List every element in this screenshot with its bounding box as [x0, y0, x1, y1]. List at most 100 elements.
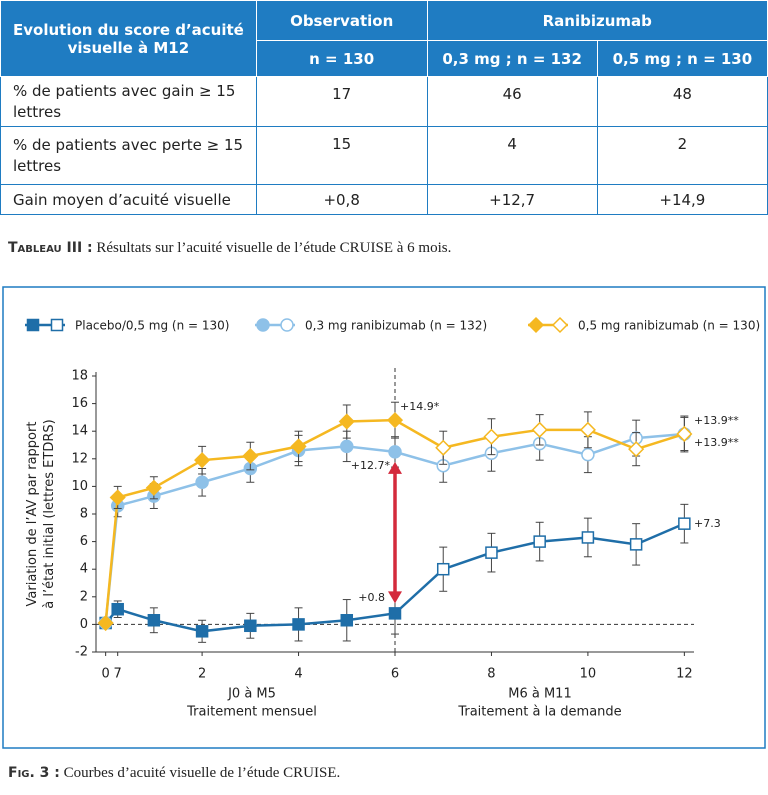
annotation: +12.7* [351, 459, 391, 472]
table-caption: Tableau III : Résultats sur l’acuité vis… [8, 240, 451, 257]
x-tick-label: 12 [676, 667, 693, 682]
caption-text: Résultats sur l’acuité visuelle de l’étu… [96, 240, 452, 256]
x-group-label: Traitement mensuel [186, 705, 317, 720]
legend-label: Placebo/0,5 mg (n = 130) [75, 319, 229, 333]
marker [531, 421, 548, 438]
marker [581, 447, 595, 462]
marker [551, 316, 569, 334]
marker [194, 452, 211, 469]
marker [195, 625, 209, 638]
cell: 4 [426, 126, 598, 185]
y-axis-label: Variation de l’AV par rapport à l’état in… [25, 419, 57, 608]
results-table: Evolution du score d’acuité visuelle à M… [0, 0, 768, 215]
marker [290, 438, 307, 455]
y-tick-label: 2 [80, 589, 88, 604]
series-line [104, 432, 685, 624]
marker [26, 318, 40, 332]
marker [386, 412, 404, 429]
marker [676, 425, 693, 443]
x-tick-label: 4 [294, 667, 302, 682]
marker [50, 318, 64, 332]
marker [244, 619, 257, 633]
y-tick-label: 4 [80, 562, 88, 577]
annotation: +14.9* [400, 400, 440, 413]
cell: +12,7 [426, 184, 598, 215]
marker [436, 562, 450, 576]
y-axis-label-line: Variation de l’AV par rapport [25, 422, 40, 607]
arrow-head [388, 591, 402, 604]
cell: 15 [255, 126, 428, 185]
table-header: Evolution du score d’acuité visuelle à M… [0, 0, 257, 77]
marker [579, 421, 596, 438]
y-tick-label: 14 [71, 424, 88, 439]
caption-text: Courbes d’acuité visuelle de l’étude CRU… [63, 765, 341, 781]
x-tick-label: 10 [580, 667, 597, 682]
y-tick-label: -2 [75, 645, 88, 660]
marker [678, 517, 691, 530]
marker [292, 618, 305, 631]
x-group-label: M6 à M11 [508, 687, 571, 702]
marker [483, 428, 500, 445]
cell: +0,8 [255, 184, 428, 215]
figure-caption: Fig. 3 : Courbes d’acuité visuelle de l’… [8, 765, 340, 782]
marker [256, 318, 270, 332]
marker [485, 546, 498, 559]
series-line [104, 522, 685, 633]
marker [388, 607, 402, 620]
y-axis-label-line: à l’état initial (lettres ETDRS) [42, 419, 57, 608]
y-tick-label: 0 [80, 617, 88, 632]
row-label: % de patients avec gain ≥ 15 lettres [0, 76, 257, 127]
marker [340, 614, 354, 627]
marker [581, 531, 595, 544]
caption-label: Tableau III : [8, 240, 93, 256]
annotation: +0.8 [358, 591, 385, 604]
y-tick-label: 10 [71, 479, 88, 494]
marker [280, 318, 294, 332]
table-header: Ranibizumab [426, 0, 768, 41]
cell: +14,9 [596, 184, 768, 215]
legend-label: 0,3 mg ranibizumab (n = 132) [305, 319, 487, 333]
marker [628, 441, 645, 458]
marker [145, 479, 162, 496]
y-tick-label: 6 [80, 534, 88, 549]
x-group-label: Traitement à la demande [457, 705, 621, 720]
marker [242, 447, 259, 465]
table-header: Observation [255, 0, 428, 41]
marker [147, 614, 161, 627]
marker [111, 602, 124, 616]
table-subheader: n = 130 [255, 40, 428, 77]
table-subheader: 0,3 mg ; n = 132 [426, 40, 598, 77]
marker [338, 413, 355, 430]
legend-label: 0,5 mg ranibizumab (n = 130) [578, 319, 760, 333]
marker [533, 535, 546, 548]
annotation: +13.9** [694, 414, 739, 427]
marker [388, 445, 402, 459]
cell: 48 [596, 76, 768, 127]
marker [435, 439, 452, 456]
marker [340, 439, 354, 454]
marker [629, 538, 643, 551]
chart-frame [2, 286, 766, 749]
marker [195, 475, 209, 490]
marker [109, 489, 126, 506]
marker [527, 316, 545, 334]
annotation: +7.3 [694, 517, 721, 530]
x-tick-label: 0 [102, 667, 110, 682]
x-group-label: J0 à M5 [227, 687, 276, 702]
annotation: +13.9** [694, 436, 739, 449]
row-label: % de patients avec perte ≥ 15 lettres [0, 126, 257, 185]
x-tick-label: 7 [114, 667, 122, 682]
caption-label: Fig. 3 : [8, 765, 60, 781]
y-tick-label: 8 [80, 507, 88, 522]
arrow-head [388, 461, 402, 474]
y-tick-label: 12 [71, 451, 88, 466]
y-tick-label: 16 [71, 396, 88, 411]
y-tick-label: 18 [71, 369, 88, 384]
x-tick-label: 2 [198, 667, 206, 682]
row-label: Gain moyen d’acuité visuelle [0, 184, 257, 215]
x-tick-label: 6 [391, 667, 399, 682]
x-tick-label: 8 [487, 667, 495, 682]
marker [97, 614, 114, 632]
